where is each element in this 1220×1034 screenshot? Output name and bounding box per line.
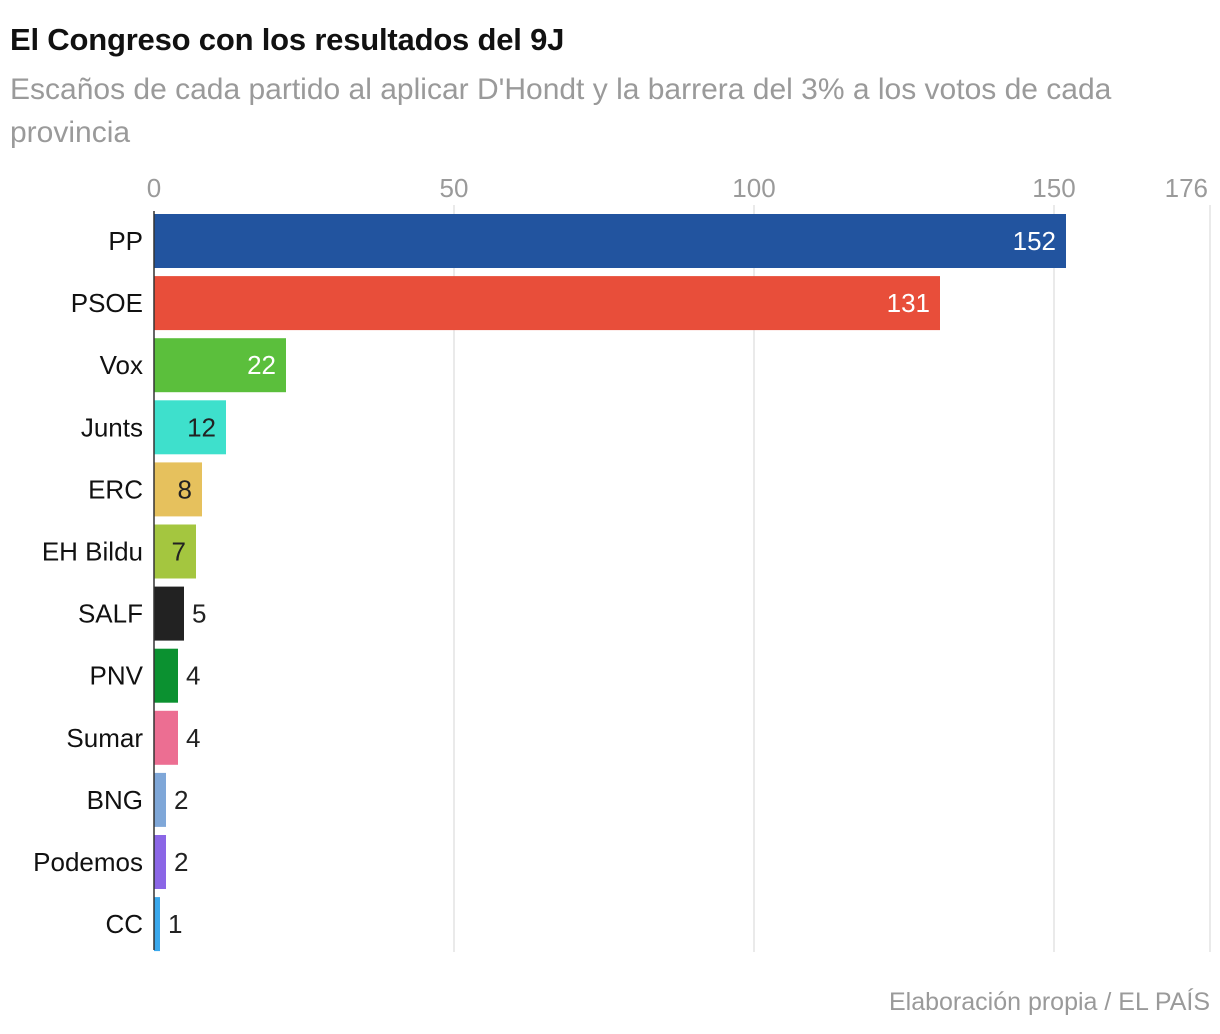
category-labels: PP PSOE Vox Junts ERC EH Bildu SALF PNV Sumar BNG… — [33, 226, 143, 939]
value-label: 12 — [187, 412, 216, 442]
source-credit: Elaboración propia / EL PAÍS — [888, 988, 1210, 1016]
bar — [154, 462, 202, 517]
bar — [154, 772, 166, 827]
value-label: 5 — [192, 599, 206, 629]
category-label: PNV — [90, 661, 144, 691]
category-label: Junts — [81, 412, 143, 442]
bar — [154, 524, 196, 579]
category-label: Sumar — [66, 723, 143, 753]
bar — [154, 897, 160, 952]
value-label: 2 — [174, 785, 188, 815]
category-label: BNG — [87, 785, 143, 815]
category-label: Vox — [100, 350, 143, 380]
x-tick-label: 150 — [1032, 173, 1075, 203]
bar — [154, 276, 940, 331]
bar — [154, 835, 166, 889]
bar — [154, 338, 286, 393]
x-tick-label: 100 — [732, 173, 775, 203]
bar — [154, 710, 178, 765]
category-label: EH Bildu — [42, 537, 143, 567]
category-label: PSOE — [71, 288, 143, 318]
bar — [154, 648, 178, 703]
value-label: 152 — [1013, 226, 1056, 256]
value-label: 2 — [174, 847, 188, 877]
value-label: 4 — [186, 723, 200, 753]
bar — [154, 214, 1066, 268]
bar — [154, 586, 184, 641]
bars — [154, 214, 1066, 952]
category-label: PP — [108, 226, 143, 256]
value-label: 131 — [887, 288, 930, 318]
bar — [154, 400, 226, 455]
value-label: 4 — [186, 661, 200, 691]
category-label: ERC — [88, 474, 143, 504]
chart-subtitle: Escaños de cada partido al aplicar D'Hon… — [10, 73, 1112, 149]
value-label: 7 — [172, 537, 186, 567]
x-tick-label: 176 — [1165, 173, 1208, 203]
value-label: 1 — [168, 909, 182, 939]
category-label: SALF — [78, 599, 143, 629]
x-tick-label: 50 — [440, 173, 469, 203]
value-label: 22 — [247, 350, 276, 380]
chart-title: El Congreso con los resultados del 9J — [10, 22, 565, 57]
value-label: 8 — [178, 474, 192, 504]
category-label: Podemos — [33, 847, 143, 877]
x-tick-label: 0 — [147, 173, 161, 203]
category-label: CC — [105, 909, 143, 939]
x-axis-ticks: 0 50 100 150 176 — [147, 173, 1208, 203]
